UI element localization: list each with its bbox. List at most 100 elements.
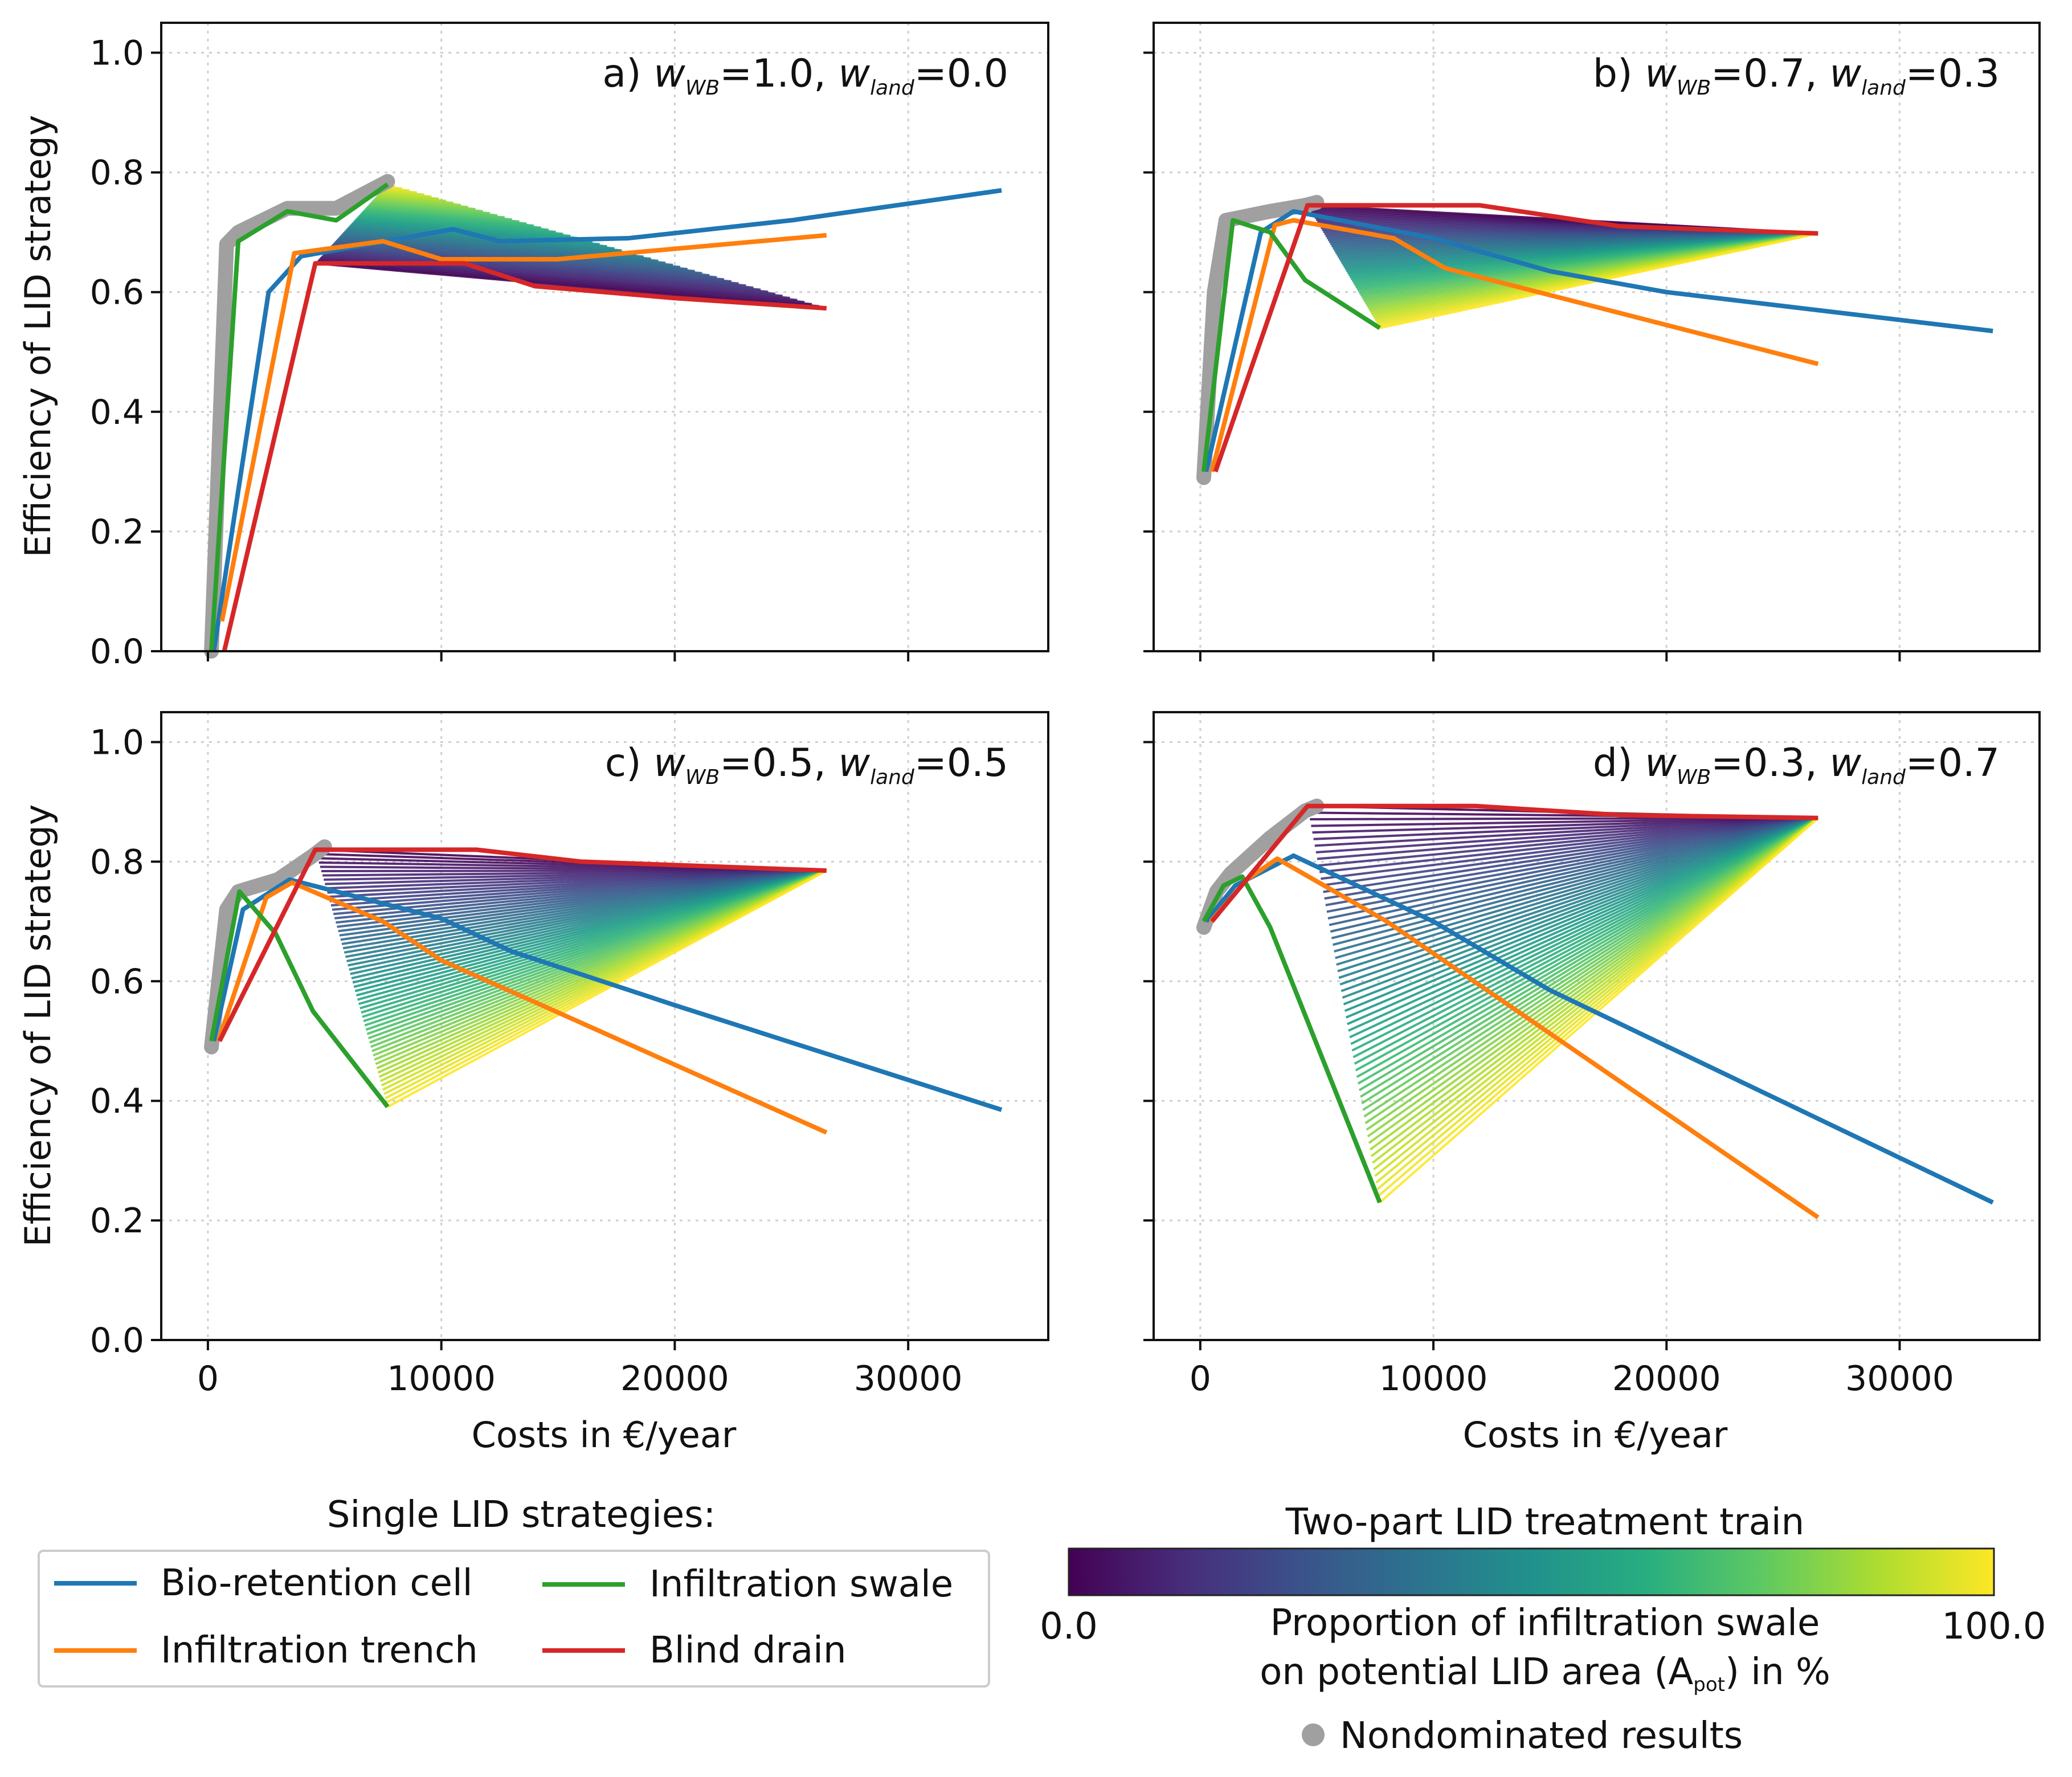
treatment-train-line — [357, 216, 571, 238]
x-tick-label: 20000 — [1612, 1359, 1721, 1399]
treatment-train-line — [316, 260, 820, 308]
treatment-train-line — [330, 245, 732, 283]
treatment-train-line — [370, 201, 491, 215]
panel-a: 0.0 0.2 0.4 0.6 0.8 1.0 a) wWB=1.0, wland=0.0 — [90, 22, 1049, 672]
y-tick-label: 0.0 — [90, 632, 144, 672]
x-axis-label-right: Costs in €/year — [1463, 1414, 1728, 1456]
series-line-infiltration-trench — [1209, 218, 1819, 472]
series-line-bio-retention-cell — [1204, 209, 1993, 472]
x-tick-label: 0 — [197, 1359, 219, 1399]
series-line-blind-drain — [1213, 203, 1818, 473]
treatment-train-fan — [315, 848, 827, 1108]
colorbar-label-line1: Proportion of infiltration swale — [1270, 1602, 1820, 1644]
series-line-blind-drain — [1210, 803, 1818, 923]
series-line-infiltration-trench — [216, 880, 828, 1135]
treatment-train-line — [373, 199, 476, 211]
legend-title: Single LID strategies: — [327, 1494, 716, 1536]
treatment-train-line — [329, 246, 739, 285]
treatment-train-fan — [1307, 804, 1819, 1204]
y-tick-label: 0.2 — [90, 512, 144, 552]
treatment-train-line — [375, 196, 461, 206]
colorbar-label-line2: on potential LID area (Apot) in % — [1260, 1651, 1830, 1696]
treatment-train-line — [324, 253, 776, 295]
treatment-train-line — [1379, 817, 1819, 1204]
treatment-train-line — [361, 212, 549, 231]
colorbar-min-label: 0.0 — [1040, 1606, 1098, 1648]
y-tick-label: 0.6 — [90, 273, 144, 313]
y-tick-label: 0.6 — [90, 962, 144, 1002]
treatment-train-line — [374, 198, 468, 209]
series-line-infiltration-trench — [219, 232, 827, 622]
series-line-infiltration-swale — [1201, 874, 1382, 1204]
series-line-infiltration-swale — [1201, 218, 1382, 472]
legend-label-bio-retention: Bio-retention cell — [161, 1562, 473, 1604]
colorbar — [1068, 1547, 1995, 1596]
treatment-train-fan — [1307, 204, 1818, 329]
y-axis-label-top: Efficiency of LID strategy — [17, 115, 59, 558]
legend-label-blind-drain: Blind drain — [649, 1629, 847, 1672]
panel-b: b) wWB=0.7, wland=0.3 — [1143, 22, 2041, 661]
treatment-train-line — [359, 213, 556, 233]
plot-frame — [1153, 22, 2041, 652]
panel-title: d) wWB=0.3, wland=0.7 — [1593, 741, 2000, 789]
treatment-train-line — [387, 869, 827, 1108]
treatment-train-line — [380, 191, 432, 198]
y-tick-label: 0.4 — [90, 393, 144, 432]
plot-frame — [160, 711, 1049, 1341]
series-line-bio-retention-cell — [211, 877, 1003, 1112]
treatment-train-line — [346, 228, 637, 256]
treatment-train-line — [381, 190, 424, 196]
treatment-train-line — [332, 243, 725, 281]
treatment-train-line — [365, 208, 527, 225]
y-tick-label: 0.2 — [90, 1201, 144, 1241]
treatment-train-line — [379, 192, 439, 200]
panel-title: a) wWB=1.0, wland=0.0 — [602, 51, 1008, 100]
x-tick-label: 0 — [1190, 1359, 1211, 1399]
legend-label-infiltration-trench: Infiltration trench — [161, 1629, 478, 1672]
series-line-bio-retention-cell — [211, 188, 1002, 652]
treatment-train-line — [345, 229, 644, 258]
treatment-train-line — [378, 194, 447, 202]
panel-title: c) wWB=0.5, wland=0.5 — [605, 741, 1008, 789]
y-tick-label: 0.4 — [90, 1081, 144, 1121]
legend-box — [38, 1550, 990, 1688]
treatment-train-line — [363, 209, 534, 227]
treatment-train-line — [328, 247, 746, 287]
y-tick-label: 0.8 — [90, 153, 144, 193]
treatment-train-line — [356, 217, 578, 239]
treatment-train-line — [367, 205, 512, 221]
treatment-train-line — [362, 211, 542, 229]
y-tick-label: 0.8 — [90, 842, 144, 882]
series-line-blind-drain — [217, 847, 827, 1043]
panel-d: 0 10000 20000 30000 d) wWB=0.3, wland=0.7 — [1143, 711, 2041, 1399]
treatment-train-line — [371, 200, 483, 213]
y-tick-label: 1.0 — [90, 722, 144, 762]
x-axis-label-left: Costs in €/year — [472, 1414, 737, 1456]
treatment-train-line — [366, 207, 520, 223]
treatment-train-line — [355, 219, 586, 242]
treatment-train-line — [317, 259, 812, 305]
x-tick-label: 10000 — [387, 1359, 496, 1399]
panel-c: 0.0 0.2 0.4 0.6 0.8 1.0 0 10000 20000 30000 c) wWB… — [90, 711, 1049, 1399]
treatment-train-line — [318, 258, 805, 304]
x-tick-label: 20000 — [620, 1359, 729, 1399]
treatment-train-line — [368, 204, 505, 219]
treatment-train-line — [327, 249, 754, 289]
y-tick-label: 0.0 — [90, 1321, 144, 1361]
y-axis-label-bottom: Efficiency of LID strategy — [17, 804, 59, 1247]
nondominated-results-line — [204, 174, 395, 659]
treatment-train-line — [369, 203, 498, 216]
colorbar-max-label: 100.0 — [1942, 1606, 2046, 1648]
legend-label-infiltration-swale: Infiltration swale — [649, 1563, 953, 1606]
nondominated-label: Nondominated results — [1340, 1715, 1743, 1757]
plot-frame — [160, 22, 1049, 652]
treatment-train-line — [326, 250, 761, 291]
colorbar-title: Two-part LID treatment train — [1285, 1501, 1804, 1543]
x-tick-label: 30000 — [1845, 1359, 1954, 1399]
x-tick-label: 30000 — [854, 1359, 963, 1399]
treatment-train-line — [339, 236, 681, 268]
plot-frame — [1153, 711, 2041, 1341]
treatment-train-line — [382, 188, 417, 194]
treatment-train-line — [358, 215, 563, 235]
